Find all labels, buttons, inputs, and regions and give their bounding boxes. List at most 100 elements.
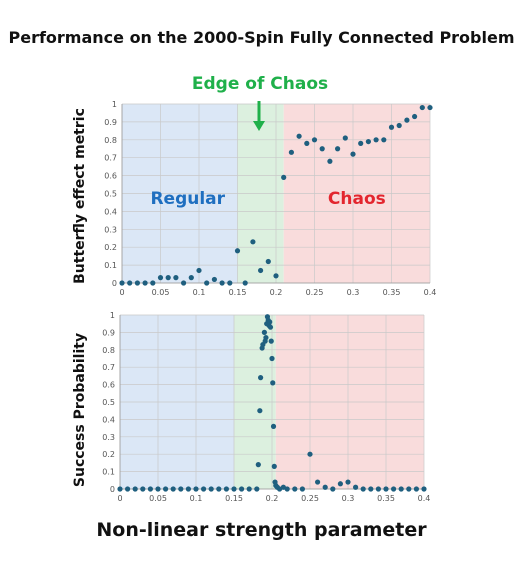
data-point: [170, 486, 176, 492]
data-point: [267, 324, 274, 330]
data-point: [165, 275, 171, 281]
data-point: [268, 338, 274, 344]
x-tick-label: 0.3: [347, 288, 360, 297]
x-tick-label: 0.4: [418, 494, 431, 503]
data-point: [188, 275, 194, 281]
data-point: [345, 479, 351, 485]
y-tick-label: 0.3: [104, 225, 117, 234]
data-point: [281, 174, 287, 180]
data-point: [419, 104, 425, 111]
data-point: [319, 146, 325, 152]
y-tick-label: 0.5: [104, 190, 117, 199]
chart-title: Performance on the 2000-Spin Fully Conne…: [8, 28, 515, 47]
data-point: [119, 280, 125, 286]
data-point: [219, 280, 225, 286]
y-tick-label: 0.2: [102, 450, 115, 459]
data-point: [132, 486, 138, 492]
data-point: [404, 117, 410, 123]
y-tick-label: 0.1: [102, 468, 115, 477]
data-point: [330, 486, 336, 492]
x-tick-label: 0.1: [193, 288, 206, 297]
x-tick-label: 0.2: [266, 494, 279, 503]
y-tick-label: 0.4: [102, 415, 115, 424]
data-point: [327, 158, 333, 164]
data-point: [142, 280, 148, 286]
data-point: [322, 484, 328, 490]
data-point: [134, 280, 140, 286]
data-point: [255, 462, 261, 468]
y-tick-label: 0.7: [104, 154, 117, 163]
x-tick-label: 0.3: [342, 494, 355, 503]
data-point: [368, 486, 374, 492]
data-point: [271, 463, 277, 469]
data-point: [231, 486, 237, 492]
y-tick-label: 0.9: [102, 328, 115, 337]
data-point: [227, 280, 233, 286]
data-point: [398, 486, 404, 492]
x-tick-label: 0.25: [306, 288, 324, 297]
data-point: [265, 258, 271, 265]
data-point: [254, 486, 260, 492]
data-point: [261, 329, 267, 335]
data-point: [365, 138, 371, 145]
data-point: [288, 149, 294, 155]
data-point: [391, 486, 397, 492]
data-point: [315, 479, 321, 485]
data-point: [292, 486, 298, 492]
data-point: [193, 486, 199, 492]
data-point: [178, 486, 184, 492]
data-point: [350, 151, 356, 157]
edge-arrow-head: [253, 121, 265, 131]
edge-of-chaos-label: Edge of Chaos: [191, 74, 329, 94]
data-point: [412, 113, 418, 120]
data-point: [406, 486, 412, 492]
data-point: [163, 486, 169, 492]
x-tick-label: 0.05: [152, 288, 170, 297]
data-point: [358, 140, 364, 146]
y-tick-label: 0.5: [102, 398, 115, 407]
y-tick-label: 0.2: [104, 243, 117, 252]
data-point: [211, 276, 217, 283]
region-label-regular: Regular: [150, 189, 225, 209]
data-point: [396, 122, 402, 129]
data-point: [125, 486, 131, 492]
y-tick-label: 0: [112, 279, 117, 288]
data-point: [388, 124, 395, 130]
data-point: [375, 486, 381, 492]
data-point: [299, 486, 305, 492]
y-tick-label: 0.7: [102, 363, 115, 372]
x-tick-label: 0.05: [149, 494, 167, 503]
x-tick-label: 0.35: [383, 288, 401, 297]
data-point: [250, 239, 256, 245]
data-point: [258, 267, 264, 274]
data-point: [216, 486, 222, 492]
data-point: [257, 408, 263, 414]
x-tick-label: 0: [117, 494, 122, 503]
x-tick-label: 0: [119, 288, 124, 297]
data-point: [269, 355, 275, 362]
data-point: [270, 423, 277, 429]
data-point: [413, 486, 419, 492]
data-point: [267, 319, 273, 325]
data-point: [337, 481, 343, 487]
data-point: [427, 104, 433, 111]
y-tick-label: 1: [112, 100, 117, 109]
data-point: [296, 133, 302, 139]
x-tick-label: 0.2: [270, 288, 283, 297]
x-tick-label: 0.25: [301, 494, 319, 503]
annotation-layer: [253, 101, 265, 131]
data-point: [373, 137, 379, 143]
data-point: [204, 280, 210, 286]
x-tick-label: 0.15: [225, 494, 243, 503]
x-tick-label: 0.1: [190, 494, 203, 503]
data-point: [342, 135, 348, 141]
data-point: [270, 380, 276, 386]
y-tick-label: 0.8: [104, 136, 117, 145]
data-point: [117, 486, 123, 492]
y-tick-label: 0.8: [102, 346, 115, 355]
data-point: [335, 146, 341, 152]
data-point: [304, 140, 310, 146]
data-point: [181, 280, 187, 286]
data-point: [421, 486, 427, 492]
